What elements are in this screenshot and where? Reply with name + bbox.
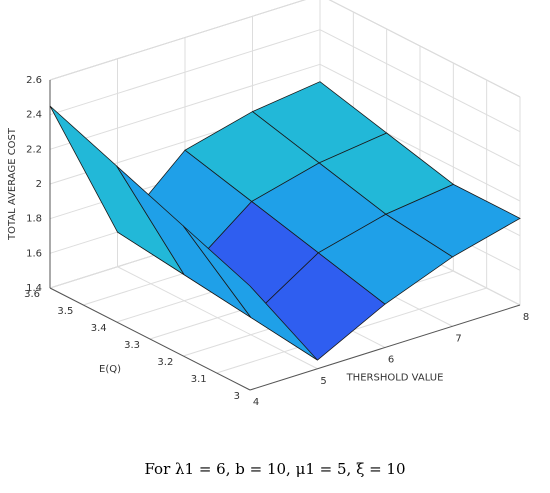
x-tick-label: 6 (388, 355, 394, 366)
y-tick-label: 3.6 (24, 289, 40, 300)
z-axis-label: TOTAL AVERAGE COST (7, 127, 18, 241)
z-tick-label: 2.4 (26, 110, 42, 121)
z-tick-label: 1.4 (26, 283, 42, 294)
z-tick-label: 1.6 (26, 248, 42, 259)
y-tick-label: 3.2 (157, 357, 173, 368)
axis-line (249, 304, 521, 391)
y-axis-label: E(Q) (99, 364, 121, 375)
x-tick-label: 8 (523, 312, 529, 323)
y-tick-label: 3.4 (91, 323, 107, 334)
surface-patch (183, 225, 318, 361)
y-tick-label: 3.1 (191, 374, 207, 385)
y-tick-label: 3.3 (124, 340, 140, 351)
z-tick-label: 2.6 (26, 75, 42, 86)
z-tick-label: 1.8 (26, 214, 42, 225)
x-tick-label: 5 (320, 376, 326, 387)
axis-line (49, 287, 251, 391)
y-tick-label: 3 (234, 391, 240, 402)
y-tick-label: 3.5 (57, 306, 73, 317)
caption: For λ1 = 6, b = 10, μ1 = 5, ξ = 10 (144, 460, 405, 478)
x-axis-label: THERSHOLD VALUE (346, 373, 444, 384)
z-tick-label: 2.2 (26, 144, 42, 155)
z-tick-label: 2 (36, 179, 42, 190)
x-tick-label: 4 (253, 397, 259, 408)
x-tick-label: 7 (455, 333, 461, 344)
